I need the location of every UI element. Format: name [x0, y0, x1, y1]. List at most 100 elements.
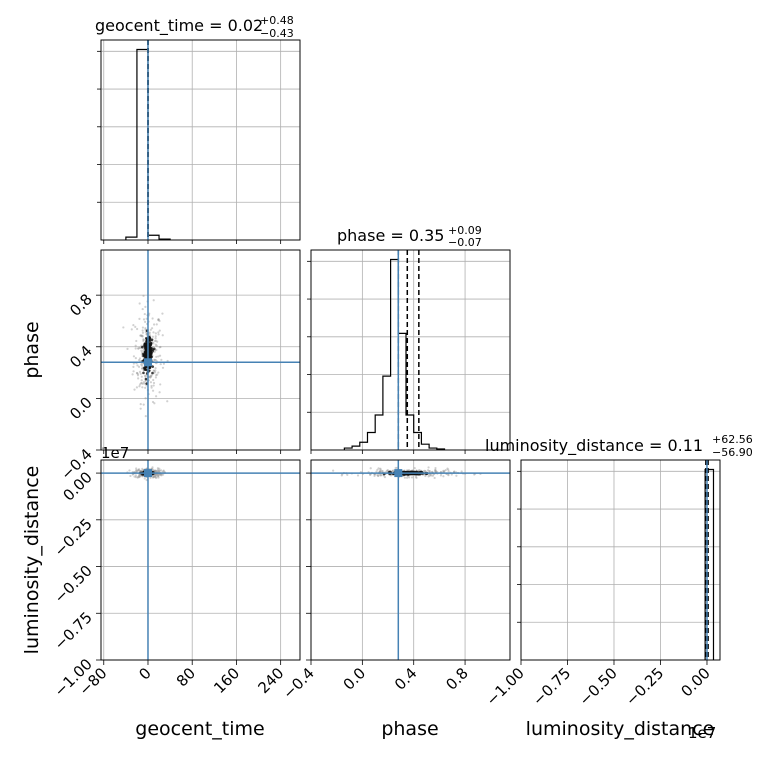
- scatter-point: [444, 468, 447, 472]
- tick-label-x-geocent_time: 0: [135, 664, 154, 683]
- scatter-point: [435, 470, 438, 473]
- scatter-point: [434, 470, 437, 473]
- scatter-point: [377, 467, 380, 470]
- scatter-point: [139, 372, 142, 375]
- scatter-point: [139, 474, 142, 477]
- scatter-point: [161, 334, 164, 337]
- scatter-point: [154, 358, 157, 362]
- title-luminosity-distance-minus: −56.90: [712, 446, 753, 459]
- scatter-point: [140, 349, 143, 352]
- scatter-point: [126, 347, 129, 350]
- scatter-point: [138, 346, 141, 349]
- scatter-point: [138, 302, 141, 305]
- scatter-point-core: [144, 377, 148, 381]
- scatter-point: [392, 469, 395, 472]
- truth-marker-luminosity_distance_vs_geocent_time: [143, 469, 152, 478]
- scatter-point: [152, 475, 155, 478]
- scatter-point: [145, 374, 148, 377]
- scatter-point: [144, 386, 147, 389]
- scatter-point: [150, 386, 153, 389]
- scatter-point: [154, 476, 157, 479]
- scatter-point: [145, 478, 148, 482]
- scatter-point: [447, 473, 450, 476]
- ylabel-luminosity-distance: luminosity_distance: [21, 466, 43, 655]
- scatter-point: [133, 475, 136, 478]
- scatter-point: [152, 299, 155, 302]
- scatter-point: [446, 467, 449, 470]
- offset-text-x-luminosity-distance: 1e7: [688, 724, 716, 742]
- scatter-point: [157, 319, 160, 322]
- scatter-point: [142, 294, 145, 297]
- scatter-point: [157, 355, 160, 358]
- chart-marks: −1.00 −0.75 −0.50 −0.25 0.00−0.40.00.40.8−80…: [51, 39, 721, 709]
- scatter-point: [424, 474, 427, 478]
- scatter-point: [162, 362, 165, 365]
- scatter-point: [140, 379, 143, 382]
- scatter-point: [159, 363, 162, 366]
- scatter-point: [154, 337, 157, 340]
- scatter-point-core: [150, 338, 154, 342]
- scatter-point: [439, 474, 443, 477]
- scatter-point: [143, 477, 146, 480]
- scatter-point-core: [144, 336, 148, 340]
- scatter-point: [144, 415, 147, 418]
- title-geocent-time-minus: −0.43: [260, 27, 294, 40]
- scatter-point: [369, 467, 372, 470]
- scatter-point: [434, 466, 437, 470]
- xlabel-luminosity-distance: luminosity_distance: [526, 718, 715, 740]
- scatter-point-core: [151, 349, 154, 353]
- scatter-point: [377, 474, 380, 477]
- scatter-point: [139, 346, 142, 349]
- scatter-point: [139, 334, 142, 337]
- title-phase: phase = 0.35: [337, 226, 444, 245]
- title-geocent-time: geocent_time = 0.02: [95, 16, 263, 36]
- scatter-point: [138, 370, 142, 373]
- scatter-point: [443, 469, 446, 473]
- scatter-point: [137, 365, 141, 368]
- scatter-point: [142, 403, 145, 406]
- scatter-point: [155, 476, 158, 479]
- scatter-point: [157, 331, 160, 334]
- scatter-point: [133, 388, 136, 391]
- scatter-point: [447, 468, 450, 471]
- title-geocent-time-label: geocent_time: [95, 16, 204, 36]
- scatter-point: [152, 369, 155, 372]
- scatter-point: [152, 323, 156, 326]
- scatter-point: [136, 364, 139, 367]
- scatter-point: [161, 366, 165, 369]
- scatter-point-core: [144, 368, 147, 371]
- xlabel-phase: phase: [381, 718, 438, 740]
- scatter-point: [132, 324, 135, 327]
- scatter-point: [142, 318, 146, 321]
- tick-label-x-phase: 0.8: [442, 664, 472, 694]
- scatter-point: [143, 382, 147, 385]
- scatter-point: [135, 386, 139, 389]
- scatter-point: [134, 474, 137, 477]
- tick-label-x-phase: 0.0: [340, 664, 370, 694]
- offset-text-y-luminosity-distance: 1e7: [101, 444, 129, 462]
- scatter-point: [141, 367, 144, 370]
- scatter-point: [154, 335, 157, 338]
- scatter-point: [154, 343, 157, 346]
- scatter-point: [332, 469, 335, 472]
- scatter-point: [130, 328, 133, 331]
- scatter-point: [154, 369, 157, 372]
- scatter-point: [154, 376, 158, 379]
- tick-label-y-luminosity_distance: −0.25: [51, 515, 96, 560]
- scatter-point: [134, 469, 138, 472]
- tick-label-x-luminosity_distance: −0.50: [576, 664, 621, 709]
- title-phase-minus: −0.07: [448, 236, 482, 249]
- scatter-point: [144, 327, 147, 330]
- scatter-point-core: [148, 366, 151, 370]
- scatter-point: [145, 384, 148, 387]
- scatter-point: [156, 373, 159, 376]
- scatter-point: [141, 475, 144, 478]
- tick-label-y-phase: 0.0: [66, 393, 96, 423]
- panel-frame: [100, 39, 301, 241]
- scatter-point: [148, 331, 151, 334]
- scatter-point: [157, 475, 160, 478]
- scatter-point: [129, 474, 132, 478]
- scatter-point: [139, 403, 142, 406]
- scatter-point: [447, 474, 450, 477]
- scatter-point: [137, 474, 141, 477]
